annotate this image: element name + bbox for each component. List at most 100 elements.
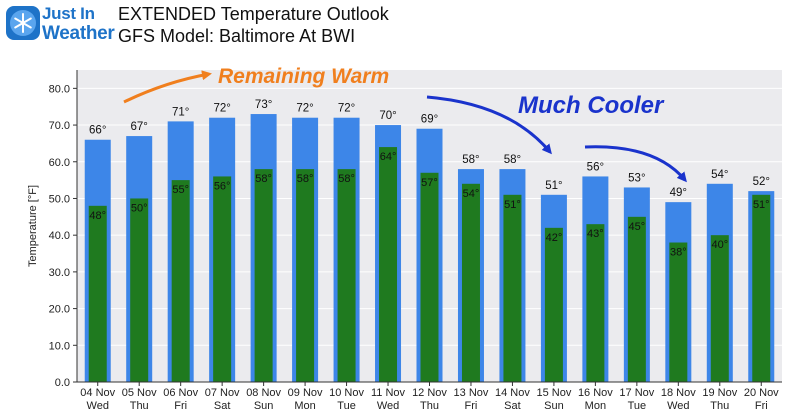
- high-value-label: 51°: [545, 180, 562, 192]
- temperature-bar-chart: 66° 48° 67° 50° 71° 55° 72° 56° 73° 58° 72° 58° 72° 5…: [27, 65, 782, 412]
- high-value-label: 72°: [338, 103, 355, 115]
- x-tick-weekday: Fri: [174, 400, 187, 412]
- x-tick-weekday: Wed: [377, 400, 399, 412]
- low-bar: [171, 180, 190, 382]
- x-tick-weekday: Mon: [294, 400, 315, 412]
- y-tick-label: 40.0: [49, 230, 70, 242]
- data-labels: 66° 48° 67° 50° 71° 55° 72° 56° 73° 58° 72° 58° 72° 5…: [89, 99, 770, 258]
- low-bar: [337, 169, 356, 382]
- low-value-label: 40°: [711, 239, 728, 251]
- low-bar: [296, 169, 315, 382]
- x-tick-weekday: Wed: [87, 400, 109, 412]
- x-tick-date: 16 Nov: [578, 387, 613, 399]
- x-tick-date: 18 Nov: [661, 387, 696, 399]
- low-value-label: 42°: [546, 232, 563, 244]
- low-value-label: 51°: [753, 199, 770, 211]
- annotation-much-cooler: Much Cooler: [518, 92, 665, 119]
- x-tick-weekday: Sun: [254, 400, 274, 412]
- high-value-label: 56°: [587, 161, 604, 173]
- low-value-label: 58°: [255, 173, 272, 185]
- low-value-label: 64°: [380, 151, 397, 163]
- high-value-label: 66°: [89, 125, 106, 137]
- axes: 0.0 10.0 20.0 30.0 40.0 50.0 60.0 70.0 80.0 04 No…: [49, 70, 782, 412]
- y-tick-label: 80.0: [49, 83, 70, 95]
- low-value-label: 58°: [297, 173, 314, 185]
- x-tick-date: 06 Nov: [163, 387, 198, 399]
- low-value-label: 54°: [463, 188, 480, 200]
- x-tick-date: 13 Nov: [454, 387, 489, 399]
- warm-arrow: [123, 70, 212, 104]
- low-bar: [503, 194, 522, 382]
- low-bar: [627, 216, 646, 382]
- high-value-label: 53°: [628, 172, 645, 184]
- low-value-label: 45°: [629, 221, 646, 233]
- x-tick-weekday: Tue: [337, 400, 356, 412]
- y-tick-label: 10.0: [49, 340, 70, 352]
- x-tick-weekday: Sat: [214, 400, 231, 412]
- x-tick-date: 19 Nov: [702, 387, 737, 399]
- low-bar: [379, 147, 398, 382]
- x-tick-date: 17 Nov: [619, 387, 654, 399]
- low-bar: [420, 172, 439, 382]
- y-tick-label: 30.0: [49, 267, 70, 279]
- low-bar: [669, 242, 688, 382]
- x-tick-weekday: Sat: [504, 400, 521, 412]
- y-tick-label: 70.0: [49, 120, 70, 132]
- x-tick-date: 11 Nov: [371, 387, 406, 399]
- x-tick-date: 14 Nov: [495, 387, 530, 399]
- x-tick-date: 09 Nov: [288, 387, 323, 399]
- x-tick-date: 07 Nov: [205, 387, 240, 399]
- bars: [84, 114, 775, 382]
- low-value-label: 57°: [421, 177, 438, 189]
- low-bar: [710, 235, 729, 382]
- high-value-label: 58°: [462, 154, 479, 166]
- just-in-weather-logo: Just In Weather: [6, 4, 115, 44]
- y-tick-label: 60.0: [49, 157, 70, 169]
- x-tick-date: 05 Nov: [122, 387, 157, 399]
- x-tick-weekday: Mon: [585, 400, 606, 412]
- x-tick-weekday: Sun: [544, 400, 564, 412]
- cooler-arrow-1: [426, 95, 552, 155]
- low-value-label: 55°: [172, 184, 189, 196]
- low-value-label: 56°: [214, 180, 231, 192]
- x-tick-weekday: Thu: [420, 400, 439, 412]
- x-tick-date: 15 Nov: [536, 387, 571, 399]
- x-tick-weekday: Tue: [628, 400, 647, 412]
- low-value-label: 58°: [338, 173, 355, 185]
- low-bar: [586, 224, 605, 382]
- x-tick-weekday: Thu: [130, 400, 149, 412]
- y-tick-label: 0.0: [55, 377, 70, 389]
- x-tick-date: 04 Nov: [80, 387, 115, 399]
- high-value-label: 49°: [670, 187, 687, 199]
- y-tick-label: 50.0: [49, 193, 70, 205]
- x-tick-weekday: Fri: [755, 400, 768, 412]
- low-value-label: 48°: [89, 210, 106, 222]
- high-value-label: 73°: [255, 99, 272, 111]
- high-value-label: 72°: [296, 103, 313, 115]
- low-value-label: 43°: [587, 228, 604, 240]
- chart-title: EXTENDED Temperature Outlook: [118, 4, 389, 24]
- low-bar: [461, 183, 480, 382]
- logo-text-line2: Weather: [42, 23, 115, 44]
- high-value-label: 70°: [379, 110, 396, 122]
- low-value-label: 50°: [131, 202, 148, 214]
- snowflake-icon: [6, 6, 40, 40]
- annotation-remaining-warm: Remaining Warm: [218, 65, 389, 88]
- high-value-label: 58°: [504, 154, 521, 166]
- high-value-label: 72°: [213, 103, 230, 115]
- chart-subtitle: GFS Model: Baltimore At BWI: [118, 26, 356, 46]
- low-bar: [544, 227, 563, 382]
- logo-text-line1: Just In: [42, 4, 95, 23]
- y-axis-title: Temperature [°F]: [27, 185, 39, 267]
- x-tick-date: 12 Nov: [412, 387, 447, 399]
- x-tick-date: 10 Nov: [329, 387, 364, 399]
- high-value-label: 69°: [421, 114, 438, 126]
- y-tick-label: 20.0: [49, 304, 70, 316]
- x-tick-weekday: Fri: [465, 400, 478, 412]
- high-value-label: 67°: [131, 121, 148, 133]
- low-bar: [752, 194, 771, 382]
- x-tick-weekday: Thu: [710, 400, 729, 412]
- x-tick-date: 08 Nov: [246, 387, 281, 399]
- x-tick-weekday: Wed: [667, 400, 689, 412]
- low-bar: [88, 205, 107, 382]
